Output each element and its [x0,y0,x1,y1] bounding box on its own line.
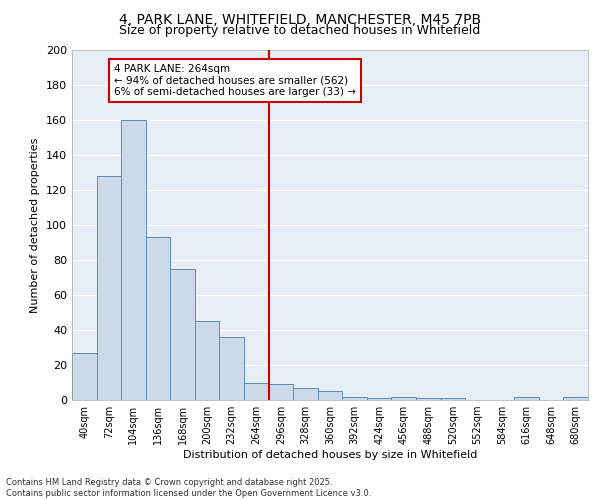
Bar [514,396,539,400]
Bar [146,238,170,400]
Bar [72,353,97,400]
Bar [293,388,318,400]
Bar [97,176,121,400]
Bar [440,398,465,400]
Bar [220,337,244,400]
Bar [367,398,391,400]
Text: 4 PARK LANE: 264sqm
← 94% of detached houses are smaller (562)
6% of semi-detach: 4 PARK LANE: 264sqm ← 94% of detached ho… [114,64,356,97]
Bar [195,322,220,400]
Bar [342,396,367,400]
Bar [170,269,195,400]
Bar [318,391,342,400]
Bar [269,384,293,400]
Bar [244,382,269,400]
Bar [391,396,416,400]
Bar [121,120,146,400]
Bar [416,398,440,400]
X-axis label: Distribution of detached houses by size in Whitefield: Distribution of detached houses by size … [183,450,477,460]
Y-axis label: Number of detached properties: Number of detached properties [31,138,40,312]
Bar [563,396,588,400]
Text: Size of property relative to detached houses in Whitefield: Size of property relative to detached ho… [119,24,481,37]
Text: 4, PARK LANE, WHITEFIELD, MANCHESTER, M45 7PB: 4, PARK LANE, WHITEFIELD, MANCHESTER, M4… [119,12,481,26]
Text: Contains HM Land Registry data © Crown copyright and database right 2025.
Contai: Contains HM Land Registry data © Crown c… [6,478,371,498]
